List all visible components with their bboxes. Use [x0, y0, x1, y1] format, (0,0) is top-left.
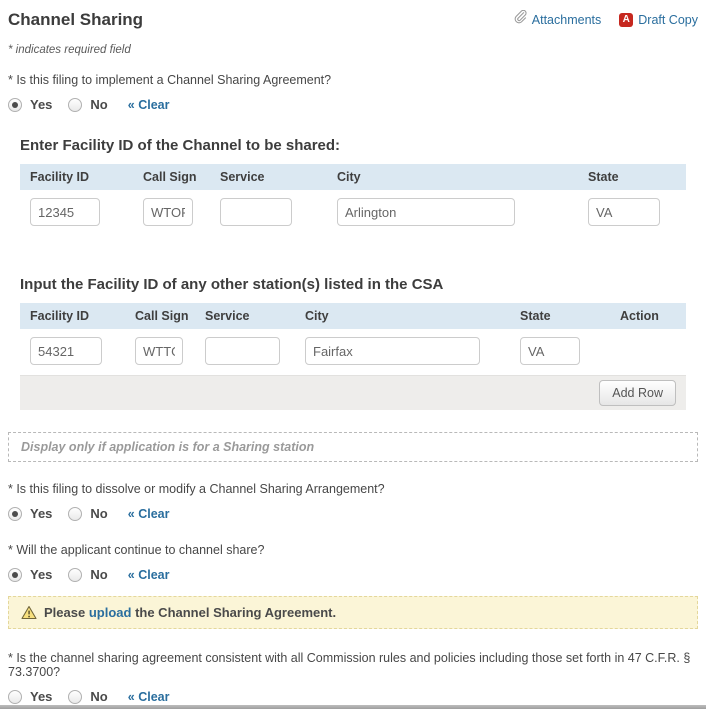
shared-table-row	[20, 190, 686, 236]
attachments-link-label[interactable]: Attachments	[531, 12, 602, 27]
dissolve-no-radio[interactable]	[68, 506, 83, 521]
dissolve-yes-radio[interactable]	[8, 506, 22, 521]
shared-header-state: State	[588, 170, 619, 184]
shared-city-input[interactable]	[337, 198, 515, 226]
csa-table-footer: Add Row	[20, 375, 686, 410]
shared-call-sign-input[interactable]	[143, 198, 193, 226]
draft-copy-link[interactable]: A Draft Copy	[619, 12, 698, 27]
required-field-note: * indicates required field	[8, 44, 131, 56]
page-header: Channel Sharing Attachments A Draft Copy	[8, 8, 698, 30]
csa-facility-id-input[interactable]	[30, 337, 102, 365]
page-bottom-edge	[0, 705, 706, 709]
dissolve-clear-link[interactable]: « Clear	[127, 506, 170, 521]
shared-header-city: City	[337, 170, 361, 184]
attachments-link[interactable]: Attachments	[513, 9, 602, 29]
implement-yes-radio[interactable]	[8, 97, 22, 112]
add-row-button[interactable]: Add Row	[599, 380, 676, 406]
header-links: Attachments A Draft Copy	[513, 9, 698, 29]
shared-service-input[interactable]	[220, 198, 292, 226]
shared-table-title: Enter Facility ID of the Channel to be s…	[20, 137, 341, 154]
warning-triangle-icon	[21, 605, 37, 620]
csa-call-sign-input[interactable]	[135, 337, 183, 365]
shared-table-header-row: Facility ID Call Sign Service City State	[20, 164, 686, 190]
csa-header-service: Service	[205, 309, 250, 323]
dissolve-no-label: No	[90, 506, 108, 521]
csa-header-city: City	[305, 309, 329, 323]
csa-stations-table: Facility ID Call Sign Service City State…	[20, 303, 686, 410]
consistent-yes-label: Yes	[30, 689, 53, 704]
page-title: Channel Sharing	[8, 10, 144, 29]
csa-header-state: State	[520, 309, 551, 323]
question-implement: * Is this filing to implement a Channel …	[8, 73, 332, 87]
csa-header-facility-id: Facility ID	[30, 309, 90, 323]
question-consistent-options: Yes No « Clear	[8, 688, 698, 705]
shared-header-facility-id: Facility ID	[30, 170, 90, 184]
csa-header-action: Action	[620, 309, 659, 323]
question-implement-options: Yes No « Clear	[8, 96, 698, 113]
warning-text-pre: Please	[44, 605, 86, 620]
csa-header-call-sign: Call Sign	[135, 309, 189, 323]
continue-no-label: No	[90, 567, 108, 582]
consistent-no-label: No	[90, 689, 108, 704]
csa-city-input[interactable]	[305, 337, 480, 365]
warning-text-post: the Channel Sharing Agreement.	[135, 605, 337, 620]
csa-table-header-row: Facility ID Call Sign Service City State…	[20, 303, 686, 329]
question-consistent: * Is the channel sharing agreement consi…	[8, 651, 691, 679]
consistent-no-radio[interactable]	[68, 689, 83, 704]
question-dissolve-options: Yes No « Clear	[8, 505, 698, 522]
continue-no-radio[interactable]	[68, 567, 83, 582]
csa-table-title: Input the Facility ID of any other stati…	[20, 276, 444, 293]
csa-table-row	[20, 329, 686, 375]
question-dissolve: * Is this filing to dissolve or modify a…	[8, 482, 385, 496]
csa-state-input[interactable]	[520, 337, 580, 365]
shared-header-call-sign: Call Sign	[143, 170, 197, 184]
shared-facility-id-input[interactable]	[30, 198, 100, 226]
consistent-clear-link[interactable]: « Clear	[127, 689, 170, 704]
consistent-yes-radio[interactable]	[8, 689, 22, 704]
continue-clear-link[interactable]: « Clear	[127, 567, 170, 582]
implement-no-radio[interactable]	[68, 97, 83, 112]
implement-no-label: No	[90, 97, 108, 112]
csa-service-input[interactable]	[205, 337, 280, 365]
upload-warning-banner: Please upload the Channel Sharing Agreem…	[8, 596, 698, 629]
implement-clear-link[interactable]: « Clear	[127, 97, 170, 112]
sharing-station-display-note: Display only if application is for a Sha…	[8, 432, 698, 462]
shared-header-service: Service	[220, 170, 265, 184]
question-continue: * Will the applicant continue to channel…	[8, 543, 265, 557]
dissolve-yes-label: Yes	[30, 506, 53, 521]
continue-yes-radio[interactable]	[8, 567, 22, 582]
paperclip-icon	[513, 9, 527, 29]
csa-action-cell	[610, 337, 686, 365]
question-continue-options: Yes No « Clear	[8, 566, 698, 583]
upload-link[interactable]: upload	[88, 605, 132, 620]
draft-copy-link-label[interactable]: Draft Copy	[638, 12, 698, 27]
shared-state-input[interactable]	[588, 198, 660, 226]
implement-yes-label: Yes	[30, 97, 53, 112]
continue-yes-label: Yes	[30, 567, 53, 582]
warning-text: Please upload the Channel Sharing Agreem…	[44, 605, 336, 620]
pdf-icon: A	[619, 12, 634, 27]
shared-channel-table: Facility ID Call Sign Service City State	[20, 164, 686, 236]
